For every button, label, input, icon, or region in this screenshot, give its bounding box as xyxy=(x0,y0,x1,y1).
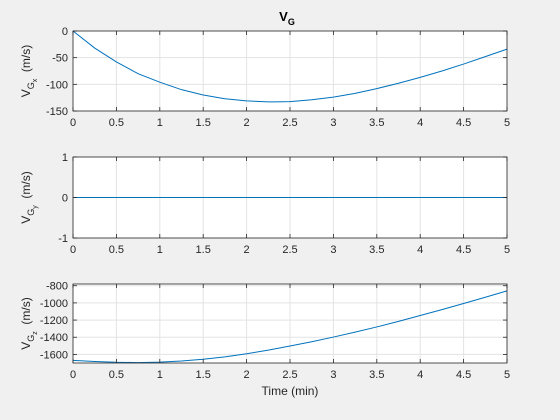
y-axis-label: VGz (m/s) xyxy=(19,297,39,350)
x-tick-label: 1 xyxy=(157,369,163,381)
x-tick-label: 4.5 xyxy=(456,244,471,256)
subplot-3: 0 0.5 1 1.5 2 2.5 3 3.5 4 4.5 5 -1600 -1400 -1200 -100… xyxy=(19,281,510,381)
x-tick-label: 0 xyxy=(70,369,76,381)
x-tick-label: 0.5 xyxy=(109,244,124,256)
x-tick-label: 1 xyxy=(157,244,163,256)
y-tick-label: -1400 xyxy=(40,332,68,344)
y-tick-label: -50 xyxy=(52,53,68,65)
y-axis-label: VGy (m/s) xyxy=(19,171,39,224)
x-axis-label: Time (min) xyxy=(262,384,319,398)
x-tick-label: 2.5 xyxy=(282,244,297,256)
y-tick-label: -150 xyxy=(46,106,68,118)
y-tick-label: -100 xyxy=(46,79,68,91)
y-tick-label: -1 xyxy=(58,233,68,245)
x-tick-label: 1.5 xyxy=(196,117,211,129)
y-tick-label: -800 xyxy=(46,281,68,293)
series-line-1 xyxy=(72,290,508,364)
x-tick-label: 4 xyxy=(417,117,423,129)
x-tick-label: 2 xyxy=(244,369,250,381)
x-tick-label: 5 xyxy=(504,117,510,129)
x-tick-label: 0 xyxy=(70,117,76,129)
x-tick-label: 5 xyxy=(504,369,510,381)
figure-title: VG xyxy=(279,9,295,27)
x-tick-label: 1 xyxy=(157,117,163,129)
x-tick-label: 2.5 xyxy=(282,117,297,129)
x-tick-label: 2 xyxy=(244,244,250,256)
x-tick-label: 4 xyxy=(417,369,423,381)
x-tick-label: 2.5 xyxy=(282,369,297,381)
y-tick-label: 1 xyxy=(62,152,68,164)
x-tick-label: 3 xyxy=(330,244,336,256)
y-tick-label: 0 xyxy=(62,193,68,205)
x-tick-label: 2 xyxy=(244,117,250,129)
x-tick-label: 3 xyxy=(330,369,336,381)
series-line-1 xyxy=(72,30,508,103)
x-tick-label: 1.5 xyxy=(196,369,211,381)
x-tick-label: 3.5 xyxy=(369,117,384,129)
x-tick-label: 0.5 xyxy=(109,369,124,381)
y-tick-label: -1000 xyxy=(40,298,68,310)
y-tick-label: -1200 xyxy=(40,315,68,327)
x-tick-label: 0 xyxy=(70,244,76,256)
x-tick-label: 1.5 xyxy=(196,244,211,256)
x-tick-label: 4.5 xyxy=(456,117,471,129)
x-tick-label: 3.5 xyxy=(369,369,384,381)
y-axis-label: VGx (m/s) xyxy=(19,45,39,98)
y-tick-label: -1600 xyxy=(40,349,68,361)
x-tick-label: 3 xyxy=(330,117,336,129)
x-tick-label: 5 xyxy=(504,244,510,256)
y-tick-label: 0 xyxy=(62,26,68,38)
x-tick-label: 3.5 xyxy=(369,244,384,256)
x-tick-label: 4 xyxy=(417,244,423,256)
x-tick-label: 0.5 xyxy=(109,117,124,129)
subplot-1: 0 0.5 1 1.5 2 2.5 3 3.5 4 4.5 5 -150 -100 -50 0 VGx (m/… xyxy=(19,26,510,129)
x-tick-label: 4.5 xyxy=(456,369,471,381)
